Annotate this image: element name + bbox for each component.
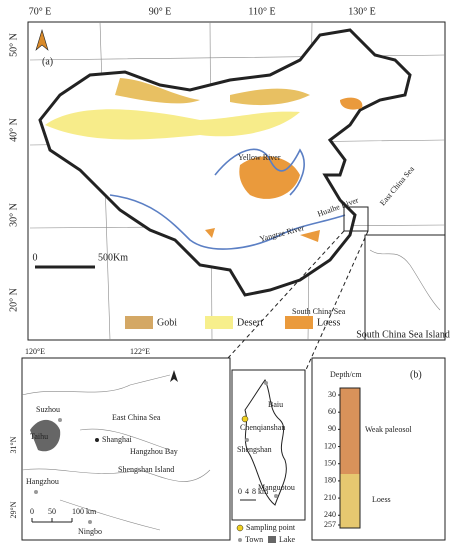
panel-d-frame [231,369,306,521]
yellow-river [214,148,305,196]
longitude-label: 70° E [29,6,52,17]
legend-label: Town [245,535,263,544]
gobi-area [115,78,310,106]
panel-c-frame [21,357,231,541]
yangtze-river [109,194,346,250]
longitude-label: 90° E [149,6,172,17]
paleosol-layer [340,388,360,474]
latitude-label: 30° N [8,203,19,227]
scale-label: 0 [238,487,242,496]
panel-label: (b) [410,369,422,380]
longitude-label: 110° E [248,6,275,17]
place-label: Shanghai [102,435,133,444]
longitude-label: 120°E [25,347,45,356]
panel-b: Depth/cm (b) Weak paleosol Loess 30 60 90 1… [311,357,446,541]
scale-label: 50 [48,507,56,516]
legend-label: Lake [279,535,295,544]
north-arrow [170,370,178,382]
latitude-label: 29°N [9,501,18,518]
panel-label: (a) [42,56,53,67]
depth-label: 257 [324,520,336,529]
latitude-label: 31°N [9,436,18,453]
depth-label: 150 [324,459,336,468]
inset-frame [364,234,446,341]
place-label: Taihu [30,432,48,441]
desert-area [45,109,300,140]
latitude-label: 20° N [8,288,19,312]
legend-swatch [285,316,313,329]
layer-label: Loess [372,495,391,504]
depth-label: 180 [324,476,336,485]
depth-label: 30 [328,390,336,399]
latitude-label: 50° N [8,33,19,57]
place-label: Suzhou [36,405,60,414]
layer-label: Weak paleosol [365,425,412,434]
place-label: Shengshan Island [118,465,174,474]
longitude-label: 122°E [130,347,150,356]
scale-label: 4 [245,487,249,496]
panel-b-frame [311,357,446,541]
legend-marker [268,536,276,543]
lake [30,419,61,452]
legend-label: Desert [237,317,263,328]
depth-label: 240 [324,510,336,519]
place-label: Hangzhou [26,477,59,486]
study-area-box [343,206,369,232]
town-marker [274,494,278,498]
scale-label: 0 [33,252,38,263]
legend-label: Gobi [157,317,177,328]
china-outline [38,28,412,297]
place-label: Chenqianshan [240,423,285,432]
legend-label: Sampling point [246,523,296,532]
coastlines [21,374,211,531]
place-label: Ningbo [78,527,102,536]
town-marker [245,438,249,442]
place-label: Shengshan [237,445,272,454]
place-label: Manguotou [258,483,295,492]
inset-label: South China Sea Islands [356,329,450,340]
inset-coast [369,249,441,311]
place-label: Baiu [268,400,283,409]
scale-label: 100 km [72,507,97,516]
longitude-label: 130° E [348,6,376,17]
depth-label: 120 [324,441,336,450]
river-label: Yellow River [238,153,281,162]
scale-bar [31,518,73,523]
legend-swatch [205,316,233,329]
town-marker [88,520,92,524]
place-label: Hangzhou Bay [130,447,178,456]
loess-layer [340,474,360,528]
legend-label: Loess [317,317,340,328]
depth-label: 60 [328,407,336,416]
scale-label: 8 km [252,487,269,496]
town-marker [34,490,38,494]
north-arrow [35,28,49,51]
sea-label: South China Sea [292,307,346,316]
town-marker [95,438,99,442]
depth-label: 210 [324,493,336,502]
legend-marker [236,524,244,532]
depth-title: Depth/cm [330,370,362,379]
town-marker [58,418,62,422]
legend-marker [238,538,242,542]
panel-a-frame [27,21,446,341]
sampling-point [241,415,249,423]
column-frame [339,387,361,529]
place-label: East China Sea [112,413,161,422]
island-outline [244,379,287,506]
latitude-label: 40° N [8,118,19,142]
scale-label: 0 [30,507,34,516]
zoom-lines [227,230,369,373]
scale-label: 500Km [98,252,128,263]
legend-swatch [125,316,153,329]
depth-label: 90 [328,424,336,433]
town-marker [264,381,268,385]
sea-label: East China Sea [378,164,416,207]
